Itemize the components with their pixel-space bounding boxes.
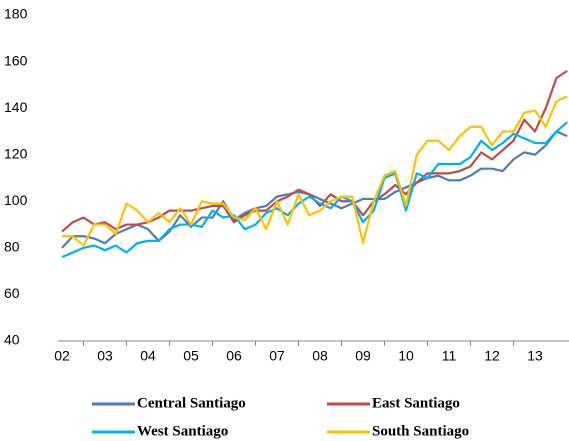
legend-label: South Santiago: [372, 423, 469, 439]
y-tick-label: 60: [4, 285, 20, 301]
series-line: [61, 69, 568, 233]
x-tick-label: 06: [226, 348, 242, 364]
legend-label: West Santiago: [137, 423, 228, 439]
series-line: [61, 130, 568, 249]
y-tick-label: 120: [4, 145, 28, 161]
y-tick-label: 100: [4, 192, 28, 208]
x-tick-label: 05: [183, 348, 199, 364]
y-tick-label: 140: [4, 99, 28, 115]
x-tick-label: 10: [398, 348, 414, 364]
x-tick-label: 11: [442, 348, 457, 364]
x-tick-label: 12: [484, 348, 500, 364]
y-tick-label: 80: [4, 239, 20, 255]
x-tick-label: 03: [97, 348, 113, 364]
series-line: [61, 121, 568, 259]
y-tick-label: 160: [4, 52, 28, 68]
series-line: [62, 95, 568, 247]
y-tick-label: 180: [4, 6, 28, 22]
x-tick-label: 09: [355, 348, 371, 364]
legend-label: East Santiago: [372, 395, 460, 411]
x-tick-label: 02: [54, 348, 70, 364]
legend-label: Central Santiago: [137, 395, 246, 411]
x-tick-label: 08: [312, 348, 328, 364]
x-tick-label: 04: [140, 348, 156, 364]
x-tick-label: 07: [269, 348, 285, 364]
x-tick-label: 13: [527, 348, 543, 364]
y-tick-label: 40: [4, 332, 20, 348]
